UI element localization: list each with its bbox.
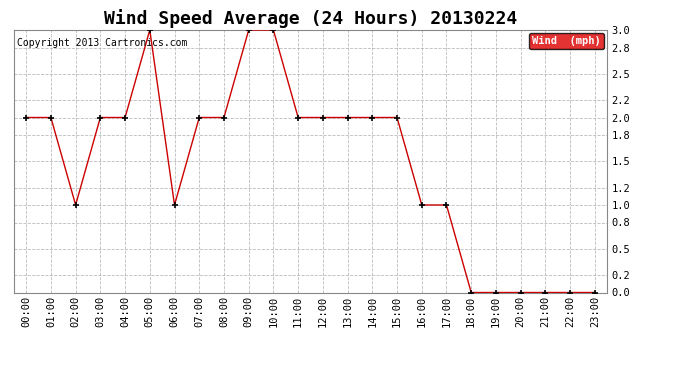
Title: Wind Speed Average (24 Hours) 20130224: Wind Speed Average (24 Hours) 20130224: [104, 9, 517, 28]
Legend: Wind  (mph): Wind (mph): [529, 33, 604, 50]
Text: Copyright 2013 Cartronics.com: Copyright 2013 Cartronics.com: [17, 38, 187, 48]
